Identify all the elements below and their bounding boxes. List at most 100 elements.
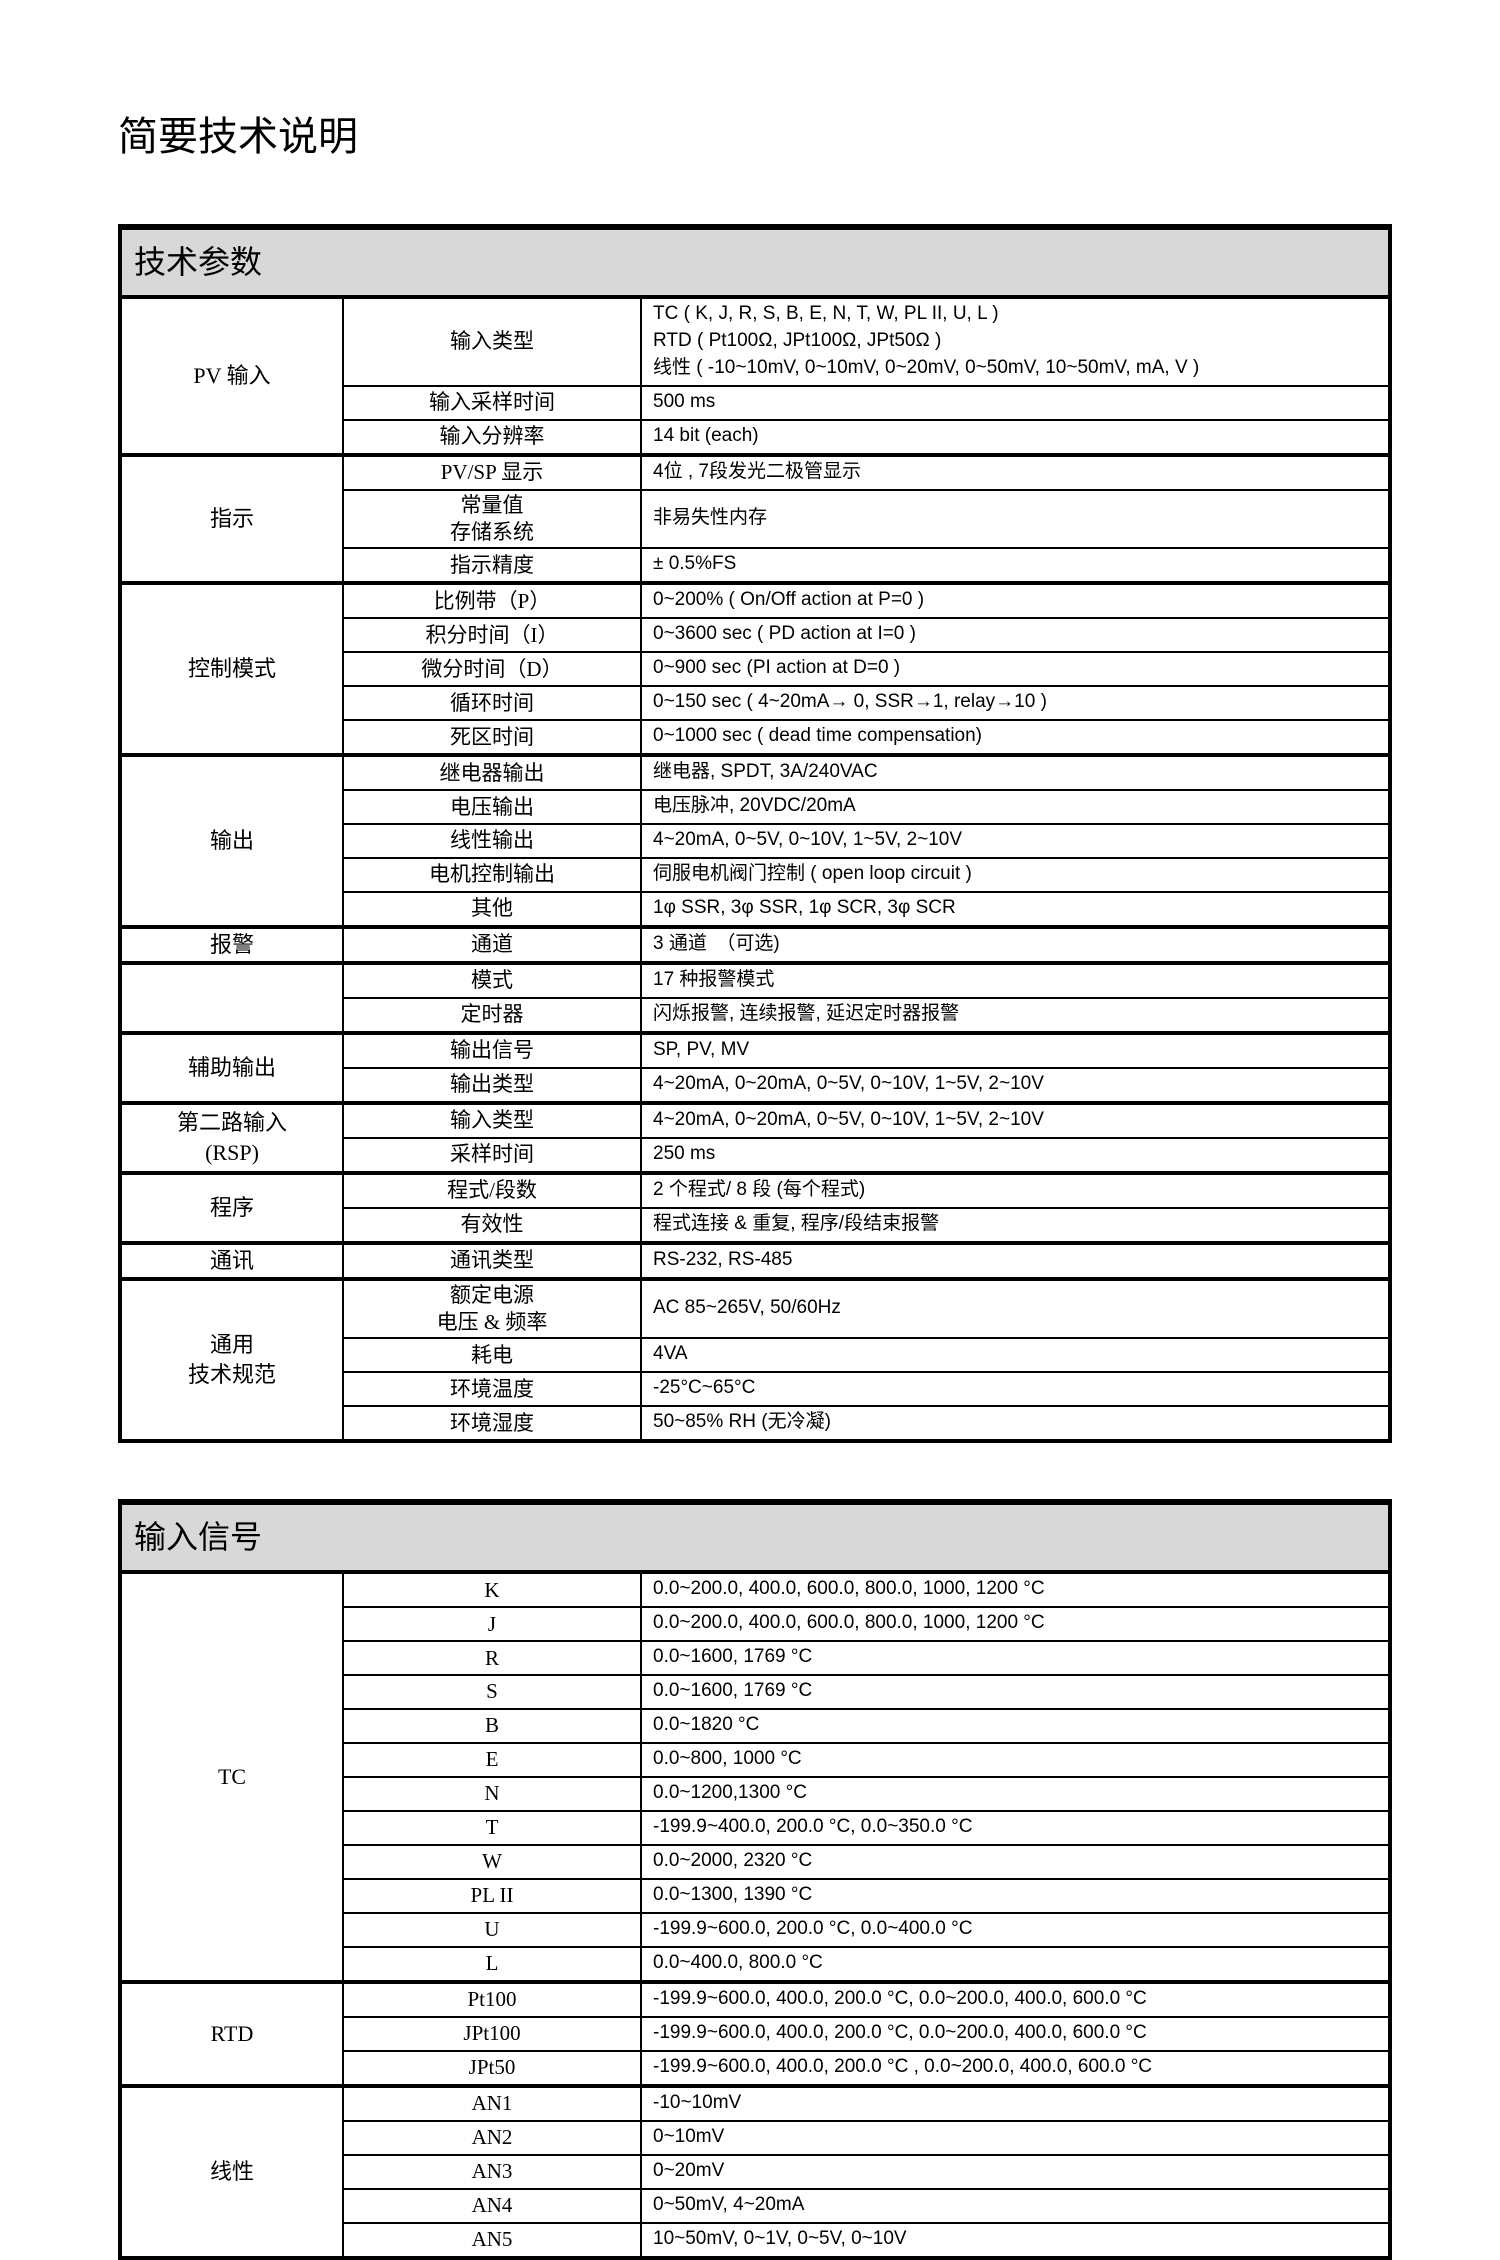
table-row: 输出类型 4~20mA, 0~20mA, 0~5V, 0~10V, 1~5V, 2… — [120, 1066, 1392, 1104]
cell-line: 输入分辨率 — [439, 424, 545, 449]
cell-line: 微分时间（D） — [421, 656, 563, 681]
cell-line: -10~10mV — [653, 2091, 742, 2113]
cell-line: 0.0~1600, 1769 °C — [653, 1646, 813, 1668]
cell-line: 4~20mA, 0~20mA, 0~5V, 0~10V, 1~5V, 2~10V — [653, 1108, 1044, 1130]
cell-line: RS-232, RS-485 — [653, 1248, 793, 1270]
table-row: 微分时间（D） 0~900 sec (PI action at D=0 ) — [120, 651, 1392, 688]
cell-line: 0.0~1820 °C — [653, 1714, 760, 1736]
param-label-cell: 通道 — [342, 925, 642, 965]
cell-line: 线性 — [209, 2158, 254, 2184]
param-label-cell: 输入类型 — [342, 1100, 642, 1139]
value-cell: 0.0~800, 1000 °C — [639, 1742, 1392, 1779]
cell-line: -25°C~65°C — [653, 1377, 756, 1399]
cell-line: B — [484, 1713, 499, 1738]
cell-line: 4位 , 7段发光二极管显示 — [653, 460, 861, 482]
param-label-cell: 输入类型 — [342, 295, 642, 387]
cell-line: AC 85~265V, 50/60Hz — [653, 1297, 841, 1319]
cell-line: 0~1000 sec ( dead time compensation) — [653, 725, 983, 747]
cell-line: 通讯 — [209, 1247, 254, 1273]
value-cell: 0.0~1200,1300 °C — [639, 1776, 1392, 1813]
table-row: W 0.0~2000, 2320 °C — [120, 1844, 1392, 1880]
param-label-cell: AN2 — [342, 2119, 642, 2156]
cell-line: R — [484, 1645, 499, 1670]
cell-line: N — [484, 1781, 500, 1806]
cell-line: 通道 — [471, 932, 513, 957]
cell-line: 循环时间 — [450, 690, 534, 715]
cell-line: W — [482, 1849, 502, 1874]
value-cell: -199.9~600.0, 200.0 °C, 0.0~400.0 °C — [639, 1911, 1392, 1948]
cell-line: 常量值 — [460, 492, 524, 517]
table-row: U -199.9~600.0, 200.0 °C, 0.0~400.0 °C — [120, 1911, 1392, 1948]
cell-line: 4VA — [653, 1343, 688, 1365]
cell-line: 0~150 sec ( 4~20mA→ 0, SSR→1, relay→10 ) — [653, 691, 1047, 713]
cell-line: -199.9~400.0, 200.0 °C, 0.0~350.0 °C — [653, 1816, 973, 1838]
param-label-cell: 有效性 — [342, 1206, 642, 1244]
group-label-cell: 控制模式 — [119, 581, 344, 757]
table-row: 输入采样时间 500 ms — [120, 384, 1392, 421]
cell-line: 非易失性内存 — [653, 507, 768, 529]
group-label-cell: TC — [119, 1570, 344, 1983]
param-label-cell: U — [342, 1911, 642, 1948]
value-cell: 17 种报警模式 — [639, 961, 1392, 999]
table-row: 通用 技术规范 额定电源 电压 & 频率 AC 85~265V, 50/60Hz — [119, 1276, 1392, 1443]
param-label-cell: 模式 — [342, 961, 642, 999]
value-cell: 250 ms — [639, 1136, 1392, 1174]
cell-line: 程式连接 & 重复, 程序/段结束报警 — [653, 1212, 940, 1234]
param-label-cell: J — [342, 1606, 642, 1643]
param-label-cell: AN1 — [342, 2083, 642, 2122]
cell-line: 0.0~1200,1300 °C — [653, 1782, 807, 1804]
table-row: PL II 0.0~1300, 1390 °C — [120, 1877, 1392, 1914]
cell-line: AN2 — [471, 2125, 513, 2150]
param-label-cell: 线性输出 — [342, 823, 642, 860]
table-row: 第二路输入 (RSP) 输入类型 4~20mA, 0~20mA, 0~5V, 0~10… — [119, 1100, 1392, 1174]
value-cell: 4~20mA, 0~20mA, 0~5V, 0~10V, 1~5V, 2~10V — [639, 1066, 1392, 1104]
value-cell: 14 bit (each) — [639, 418, 1392, 456]
cell-line: 0~3600 sec ( PD action at I=0 ) — [653, 623, 916, 645]
table-row: 输出 继电器输出 继电器, SPDT, 3A/240VAC — [119, 753, 1392, 929]
value-cell: 4~20mA, 0~5V, 0~10V, 1~5V, 2~10V — [639, 823, 1392, 860]
param-label-cell: 采样时间 — [342, 1136, 642, 1174]
group-label-cell: 线性 — [119, 2083, 344, 2259]
cell-line: 3 通道 （可选) — [653, 933, 780, 955]
group-label-cell: 辅助输出 — [119, 1030, 344, 1104]
table-row: 电压输出 电压脉冲, 20VDC/20mA — [120, 789, 1392, 826]
cell-line: JPt100 — [463, 2021, 521, 2046]
cell-line: 电机控制输出 — [429, 862, 555, 887]
cell-line: J — [487, 1611, 497, 1636]
param-label-cell: 积分时间（I） — [342, 617, 642, 654]
cell-line: AN5 — [471, 2226, 513, 2251]
cell-line: -199.9~600.0, 200.0 °C, 0.0~400.0 °C — [653, 1917, 973, 1939]
param-label-cell: N — [342, 1776, 642, 1813]
cell-line: 0~10mV — [653, 2125, 725, 2147]
cell-line: TC — [217, 1764, 247, 1790]
cell-line: 第二路输入 — [176, 1110, 287, 1136]
value-cell: 0.0~1600, 1769 °C — [639, 1640, 1392, 1677]
cell-line: 模式 — [471, 968, 513, 993]
param-label-cell: 继电器输出 — [342, 753, 642, 792]
param-label-cell: 循环时间 — [342, 685, 642, 722]
param-label-cell: 程式/段数 — [342, 1170, 642, 1209]
cell-line: PV 输入 — [193, 363, 271, 389]
cell-line: 输出类型 — [450, 1072, 534, 1097]
cell-line: L — [485, 1951, 499, 1976]
param-label-cell: 输入采样时间 — [342, 384, 642, 421]
cell-line: 指示精度 — [450, 552, 534, 577]
cell-line: 0.0~1300, 1390 °C — [653, 1883, 813, 1905]
value-cell: 0~10mV — [639, 2119, 1392, 2156]
value-cell: 0~200% ( On/Off action at P=0 ) — [639, 581, 1392, 620]
value-cell: 2 个程式/ 8 段 (每个程式) — [639, 1170, 1392, 1209]
value-cell: 0~3600 sec ( PD action at I=0 ) — [639, 617, 1392, 654]
value-cell: 0~50mV, 4~20mA — [639, 2187, 1392, 2224]
table-row: L 0.0~400.0, 800.0 °C — [120, 1945, 1392, 1983]
cell-line: -199.9~600.0, 400.0, 200.0 °C, 0.0~200.0… — [653, 1987, 1147, 2009]
value-cell: 1φ SSR, 3φ SSR, 1φ SCR, 3φ SCR — [639, 891, 1392, 929]
value-cell: 4VA — [639, 1337, 1392, 1374]
cell-line: JPt50 — [468, 2055, 516, 2080]
table-row: 其他 1φ SSR, 3φ SSR, 1φ SCR, 3φ SCR — [120, 891, 1392, 929]
cell-line: 存储系统 — [450, 520, 534, 545]
cell-line: 0.0~2000, 2320 °C — [653, 1850, 813, 1871]
cell-line: U — [484, 1917, 500, 1942]
param-label-cell: 指示精度 — [342, 547, 642, 585]
param-label-cell: PV/SP 显示 — [342, 452, 642, 491]
group-label-cell: 报警 — [119, 925, 344, 965]
